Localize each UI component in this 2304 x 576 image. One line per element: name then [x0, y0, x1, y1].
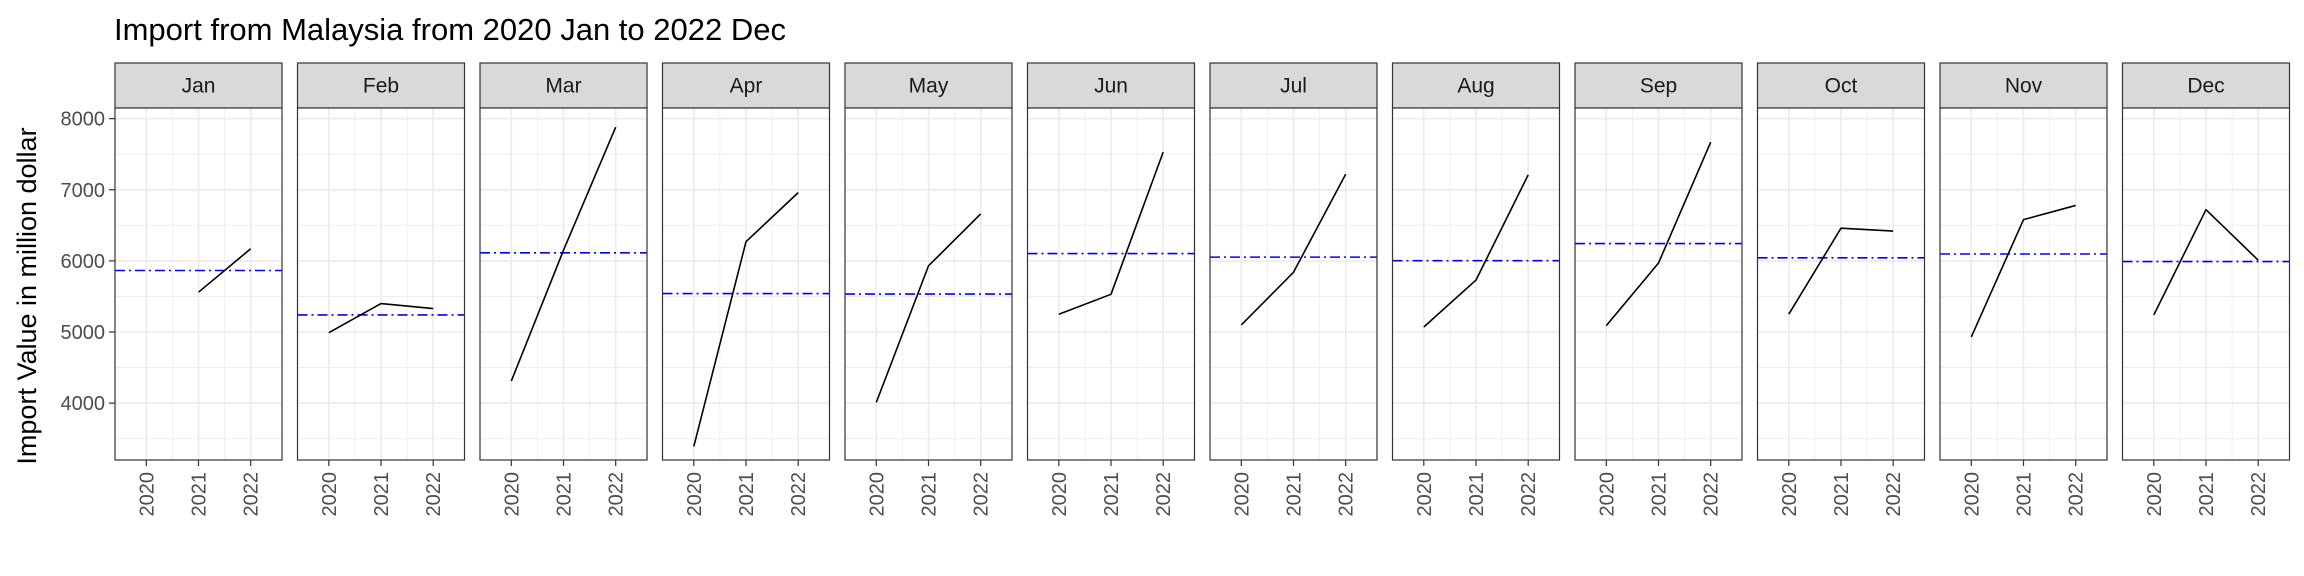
x-tick-label: 2020 — [1779, 472, 1801, 517]
y-axis: 4000 5000 6000 7000 8000 — [61, 109, 115, 415]
x-tick-label: 2022 — [788, 472, 810, 517]
series-line-sep — [1605, 141, 1712, 327]
y-tick-label: 6000 — [61, 251, 106, 273]
facet-strip — [479, 62, 648, 109]
facet-panel-dec: Dec 2020 2021 2022 — [2121, 62, 2291, 517]
y-tick-label: 4000 — [61, 393, 106, 415]
y-axis-label: Import Value in million dollar — [12, 127, 42, 464]
facet-strip-label: Aug — [1457, 75, 1494, 98]
x-tick-label: 2020 — [1596, 472, 1618, 517]
x-tick-label: 2021 — [189, 472, 211, 517]
y-tick-label: 7000 — [61, 180, 106, 202]
facet-panel-nov: Nov 2020 2021 2022 — [1939, 62, 2108, 517]
facet-strip — [296, 62, 466, 109]
x-tick-label: 2021 — [371, 472, 393, 517]
x-tick-label: 2022 — [1336, 472, 1358, 517]
facet-strip-label: Jul — [1280, 75, 1307, 98]
x-tick-label: 2022 — [1883, 472, 1905, 517]
series-line-mar — [510, 126, 617, 382]
x-tick-label: 2022 — [2066, 472, 2088, 517]
facet-strip-label: Apr — [730, 75, 763, 98]
x-tick-label: 2021 — [2196, 472, 2218, 517]
x-tick-label: 2022 — [241, 472, 263, 517]
facet-strip-label: Sep — [1640, 75, 1677, 98]
facet-panel-jul: Jul 2020 2021 2022 — [1209, 62, 1378, 517]
x-tick-label: 2020 — [1961, 472, 1983, 517]
series-line-aug — [1423, 174, 1529, 328]
x-tick-label: 2021 — [919, 472, 941, 517]
x-tick-label: 2021 — [1649, 472, 1671, 517]
x-tick-label: 2021 — [1466, 472, 1488, 517]
facet-strip-label: Nov — [2005, 75, 2043, 98]
chart-title: Import from Malaysia from 2020 Jan to 20… — [114, 12, 786, 47]
facet-strip — [1391, 62, 1561, 109]
x-tick-label: 2020 — [866, 472, 888, 517]
x-tick-label: 2022 — [1518, 472, 1540, 517]
facet-panel-apr: Apr 2020 2021 2022 — [661, 62, 831, 517]
facet-strip — [1939, 62, 2108, 109]
facet-strip-label: Mar — [545, 75, 581, 98]
facet-panel-aug: Aug 2020 2021 2022 — [1391, 62, 1561, 517]
facet-strip — [114, 62, 283, 109]
facet-panels: Jan 2020 2021 2022 Feb 2020 2021 2022 Mar 2020 202… — [114, 62, 2291, 517]
x-tick-label: 2022 — [606, 472, 628, 517]
y-tick-label: 5000 — [61, 322, 106, 344]
facet-panel-jun: Jun 2020 2021 2022 — [1026, 62, 1196, 517]
series-line-apr — [693, 192, 799, 447]
facet-panel-mar: Mar 2020 2021 2022 — [479, 62, 648, 517]
series-line-jul — [1240, 173, 1347, 326]
facet-strip — [1209, 62, 1378, 109]
series-line-oct — [1788, 227, 1894, 315]
facet-panel-sep: Sep 2020 2021 2022 — [1574, 62, 1743, 517]
x-tick-label: 2022 — [1701, 472, 1723, 517]
facet-strip — [2121, 62, 2291, 109]
facet-strip-label: Jun — [1094, 75, 1128, 98]
x-tick-label: 2022 — [971, 472, 993, 517]
x-tick-label: 2020 — [1414, 472, 1436, 517]
x-tick-label: 2020 — [1231, 472, 1253, 517]
series-line-jun — [1058, 151, 1164, 315]
series-line-dec — [2153, 208, 2259, 316]
x-tick-label: 2022 — [1153, 472, 1175, 517]
facet-panel-feb: Feb 2020 2021 2022 — [296, 62, 466, 517]
x-tick-label: 2021 — [554, 472, 576, 517]
x-tick-label: 2021 — [1284, 472, 1306, 517]
x-tick-label: 2020 — [501, 472, 523, 517]
x-tick-label: 2022 — [423, 472, 445, 517]
series-line-may — [875, 213, 982, 403]
facet-strip-label: Oct — [1825, 75, 1858, 98]
x-tick-label: 2020 — [136, 472, 158, 517]
facet-strip-label: Dec — [2187, 75, 2224, 98]
x-tick-label: 2021 — [1831, 472, 1853, 517]
facet-panel-may: May 2020 2021 2022 — [844, 62, 1013, 517]
facet-strip-label: Feb — [363, 75, 399, 98]
facet-strip — [661, 62, 831, 109]
series-line-jan — [197, 248, 252, 293]
facet-strip — [1026, 62, 1196, 109]
facet-panel-oct: Oct 2020 2021 2022 — [1756, 62, 1926, 517]
series-line-nov — [1970, 204, 2076, 338]
x-tick-label: 2020 — [684, 472, 706, 517]
x-tick-label: 2020 — [2144, 472, 2166, 517]
facet-strip-label: Jan — [182, 75, 216, 98]
series-line-feb — [328, 302, 434, 334]
facet-strip — [1574, 62, 1743, 109]
x-tick-label: 2022 — [2248, 472, 2270, 517]
y-tick-label: 8000 — [61, 109, 106, 131]
facet-strip — [1756, 62, 1926, 109]
x-tick-label: 2021 — [736, 472, 758, 517]
x-tick-label: 2021 — [2014, 472, 2036, 517]
x-tick-label: 2021 — [1101, 472, 1123, 517]
facet-strip-label: May — [909, 75, 949, 98]
x-tick-label: 2020 — [319, 472, 341, 517]
x-tick-label: 2020 — [1049, 472, 1071, 517]
facet-panel-jan: Jan 2020 2021 2022 — [114, 62, 283, 517]
